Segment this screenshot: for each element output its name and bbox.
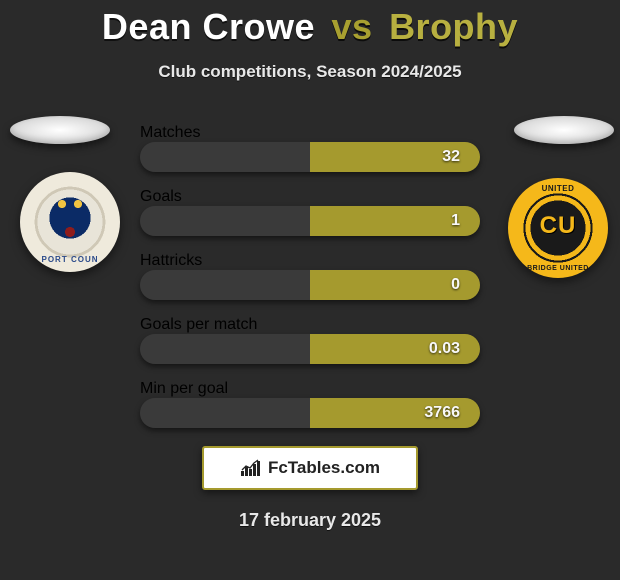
stat-label: Goals — [140, 188, 480, 206]
stat-left-value — [140, 334, 310, 364]
subtitle: Club competitions, Season 2024/2025 — [0, 62, 620, 82]
stat-right-value: 3766 — [310, 398, 480, 428]
stat-left-value — [140, 398, 310, 428]
club-left-ring-text: PORT COUN — [20, 255, 120, 264]
stat-right-value: 0 — [310, 270, 480, 300]
club-right-ring-top: UNITED — [508, 184, 608, 193]
date-text: 17 february 2025 — [0, 510, 620, 531]
club-right-center-text: CU — [508, 212, 608, 240]
stat-label: Goals per match — [140, 316, 480, 334]
stat-right-value: 0.03 — [310, 334, 480, 364]
player1-photo-placeholder — [10, 116, 110, 144]
stat-row: Goals 1 — [140, 188, 480, 236]
stat-right-value: 1 — [310, 206, 480, 236]
club-right-ring-bottom: BRIDGE UNITED — [508, 265, 608, 272]
stat-right-value: 32 — [310, 142, 480, 172]
stat-left-value — [140, 270, 310, 300]
stat-row: Matches 32 — [140, 124, 480, 172]
player2-photo-placeholder — [514, 116, 614, 144]
comparison-title: Dean Crowe vs Brophy — [0, 0, 620, 48]
stat-left-value — [140, 206, 310, 236]
bar-chart-icon — [240, 459, 262, 477]
stat-label: Matches — [140, 124, 480, 142]
main-panel: PORT COUN UNITED CU BRIDGE UNITED Matche… — [0, 124, 620, 531]
stat-row: Min per goal 3766 — [140, 380, 480, 428]
stat-rows: Matches 32 Goals 1 Hattricks 0 Goals per… — [140, 124, 480, 428]
vs-text: vs — [332, 6, 373, 47]
player2-name: Brophy — [389, 6, 518, 47]
stat-row: Hattricks 0 — [140, 252, 480, 300]
stat-left-value — [140, 142, 310, 172]
attribution-badge: FcTables.com — [202, 446, 418, 490]
club-crest-left: PORT COUN — [20, 172, 120, 272]
stat-label: Hattricks — [140, 252, 480, 270]
player1-name: Dean Crowe — [102, 6, 315, 47]
attribution-text: FcTables.com — [268, 458, 380, 478]
stat-label: Min per goal — [140, 380, 480, 398]
stat-row: Goals per match 0.03 — [140, 316, 480, 364]
club-crest-right: UNITED CU BRIDGE UNITED — [508, 178, 608, 278]
